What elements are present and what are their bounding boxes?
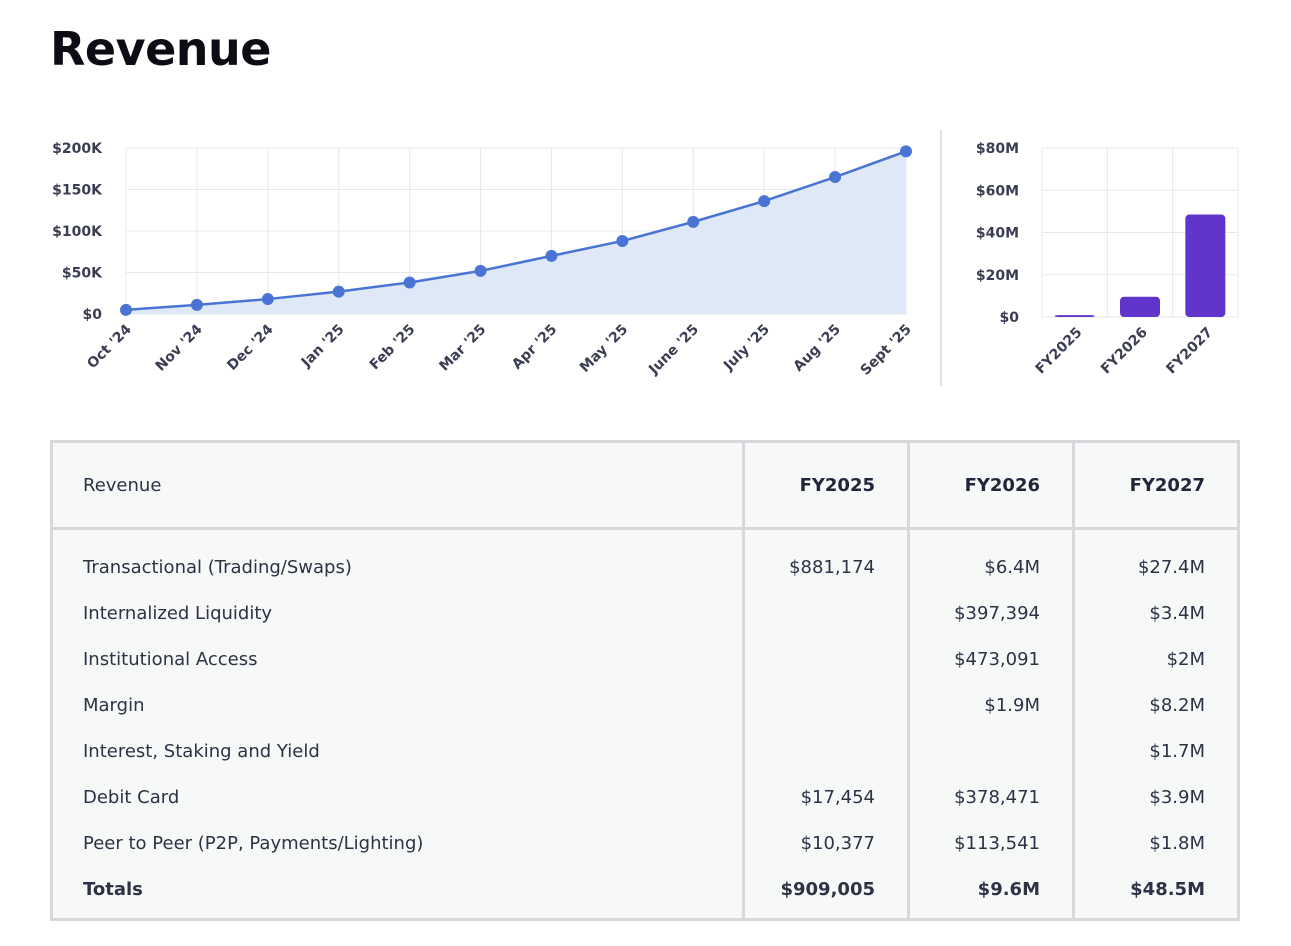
total-fy2025: $909,005: [742, 866, 910, 921]
fiscal-year-revenue-bar-chart: $0 $20M $40M $60M $80M FY2025 FY2026 FY2027: [976, 141, 1239, 378]
column-header-fy2026: FY2026: [907, 440, 1075, 530]
y-tick-label: $200K: [52, 141, 103, 157]
data-point: [403, 276, 416, 289]
x-tick-label: FY2025: [1033, 325, 1086, 378]
cell-fy2026: $397,394: [907, 590, 1075, 636]
series-area: [126, 151, 906, 314]
x-tick-label: Sept '25: [858, 322, 915, 379]
totals-row: Totals $909,005 $9.6M $48.5M: [50, 866, 1240, 921]
x-tick-label: Mar '25: [436, 322, 489, 375]
data-point: [758, 195, 771, 208]
cell-fy2025: [742, 590, 910, 636]
y-tick-label: $40M: [976, 226, 1019, 242]
bar: [1054, 315, 1095, 317]
y-tick-label: $0: [83, 307, 103, 323]
cell-fy2026: $6.4M: [907, 528, 1075, 590]
bar: [1120, 296, 1160, 317]
table-row: Internalized Liquidity $397,394 $3.4M: [50, 590, 1240, 636]
cell-fy2025: [742, 682, 910, 728]
x-tick-label: FY2026: [1098, 325, 1151, 378]
y-tick-label: $50K: [62, 266, 103, 282]
cell-fy2027: $2M: [1072, 636, 1240, 682]
data-point: [190, 298, 203, 311]
data-point: [332, 285, 345, 298]
cell-fy2025: $17,454: [742, 774, 910, 820]
y-tick-label: $150K: [52, 183, 103, 199]
x-tick-label: Oct '24: [84, 321, 135, 372]
cell-fy2026: $113,541: [907, 820, 1075, 866]
x-tick-label: Dec '24: [224, 321, 277, 374]
cell-fy2025: [742, 728, 910, 774]
cell-fy2027: $1.7M: [1072, 728, 1240, 774]
cell-fy2026: $1.9M: [907, 682, 1075, 728]
x-tick-label: Aug '25: [791, 322, 844, 375]
column-header-revenue: Revenue: [50, 440, 745, 530]
cell-fy2026: [907, 728, 1075, 774]
table-header-row: Revenue FY2025 FY2026 FY2027: [50, 440, 1240, 530]
y-tick-label: $20M: [976, 268, 1019, 284]
data-point: [829, 171, 842, 184]
total-fy2027: $48.5M: [1072, 866, 1240, 921]
y-tick-label: $0: [1000, 310, 1020, 326]
page-title: Revenue: [50, 22, 272, 76]
table-row: Peer to Peer (P2P, Payments/Lighting) $1…: [50, 820, 1240, 866]
data-point: [687, 215, 700, 228]
table-row: Debit Card $17,454 $378,471 $3.9M: [50, 774, 1240, 820]
cell-fy2027: $1.8M: [1072, 820, 1240, 866]
revenue-table: Revenue FY2025 FY2026 FY2027 Transaction…: [50, 440, 1240, 921]
x-tick-label: Feb '25: [367, 322, 419, 374]
totals-label: Totals: [50, 866, 745, 921]
x-tick-label: FY2027: [1163, 325, 1216, 378]
y-tick-label: $80M: [976, 141, 1019, 157]
series-line: [125, 150, 907, 312]
data-point: [261, 293, 274, 306]
table-row: Interest, Staking and Yield $1.7M: [50, 728, 1240, 774]
data-point: [545, 249, 558, 262]
table-row: Margin $1.9M $8.2M: [50, 682, 1240, 728]
total-fy2026: $9.6M: [907, 866, 1075, 921]
table-row: Transactional (Trading/Swaps) $881,174 $…: [50, 528, 1240, 590]
column-header-fy2025: FY2025: [742, 440, 910, 530]
x-tick-label: Nov '24: [153, 321, 206, 374]
data-point: [474, 264, 487, 277]
x-tick-label: May '25: [577, 322, 631, 376]
data-point: [120, 303, 132, 316]
row-label: Interest, Staking and Yield: [50, 728, 745, 774]
row-label: Internalized Liquidity: [50, 590, 745, 636]
row-label: Margin: [50, 682, 745, 728]
data-point: [900, 145, 912, 158]
column-header-fy2027: FY2027: [1072, 440, 1240, 530]
cell-fy2027: $8.2M: [1072, 682, 1240, 728]
x-tick-label: Jan '25: [298, 322, 348, 372]
cell-fy2027: $27.4M: [1072, 528, 1240, 590]
x-tick-label: Apr '25: [509, 322, 560, 373]
table-row: Institutional Access $473,091 $2M: [50, 636, 1240, 682]
row-label: Peer to Peer (P2P, Payments/Lighting): [50, 820, 745, 866]
y-tick-label: $60M: [976, 183, 1019, 199]
cell-fy2026: $378,471: [907, 774, 1075, 820]
row-label: Debit Card: [50, 774, 745, 820]
cell-fy2026: $473,091: [907, 636, 1075, 682]
row-label: Transactional (Trading/Swaps): [50, 528, 745, 590]
cell-fy2025: $881,174: [742, 528, 910, 590]
bar: [1185, 214, 1226, 317]
y-tick-label: $100K: [52, 224, 103, 240]
row-label: Institutional Access: [50, 636, 745, 682]
x-tick-label: July '25: [720, 322, 773, 375]
monthly-revenue-line-chart: $0 $50K $100K $150K $200K Oct '24 Nov '24 Dec '…: [52, 141, 915, 379]
cell-fy2025: [742, 636, 910, 682]
x-tick-label: June '25: [645, 322, 702, 379]
chart-divider: [940, 130, 942, 386]
cell-fy2027: $3.4M: [1072, 590, 1240, 636]
cell-fy2025: $10,377: [742, 820, 910, 866]
data-point: [616, 234, 629, 247]
cell-fy2027: $3.9M: [1072, 774, 1240, 820]
